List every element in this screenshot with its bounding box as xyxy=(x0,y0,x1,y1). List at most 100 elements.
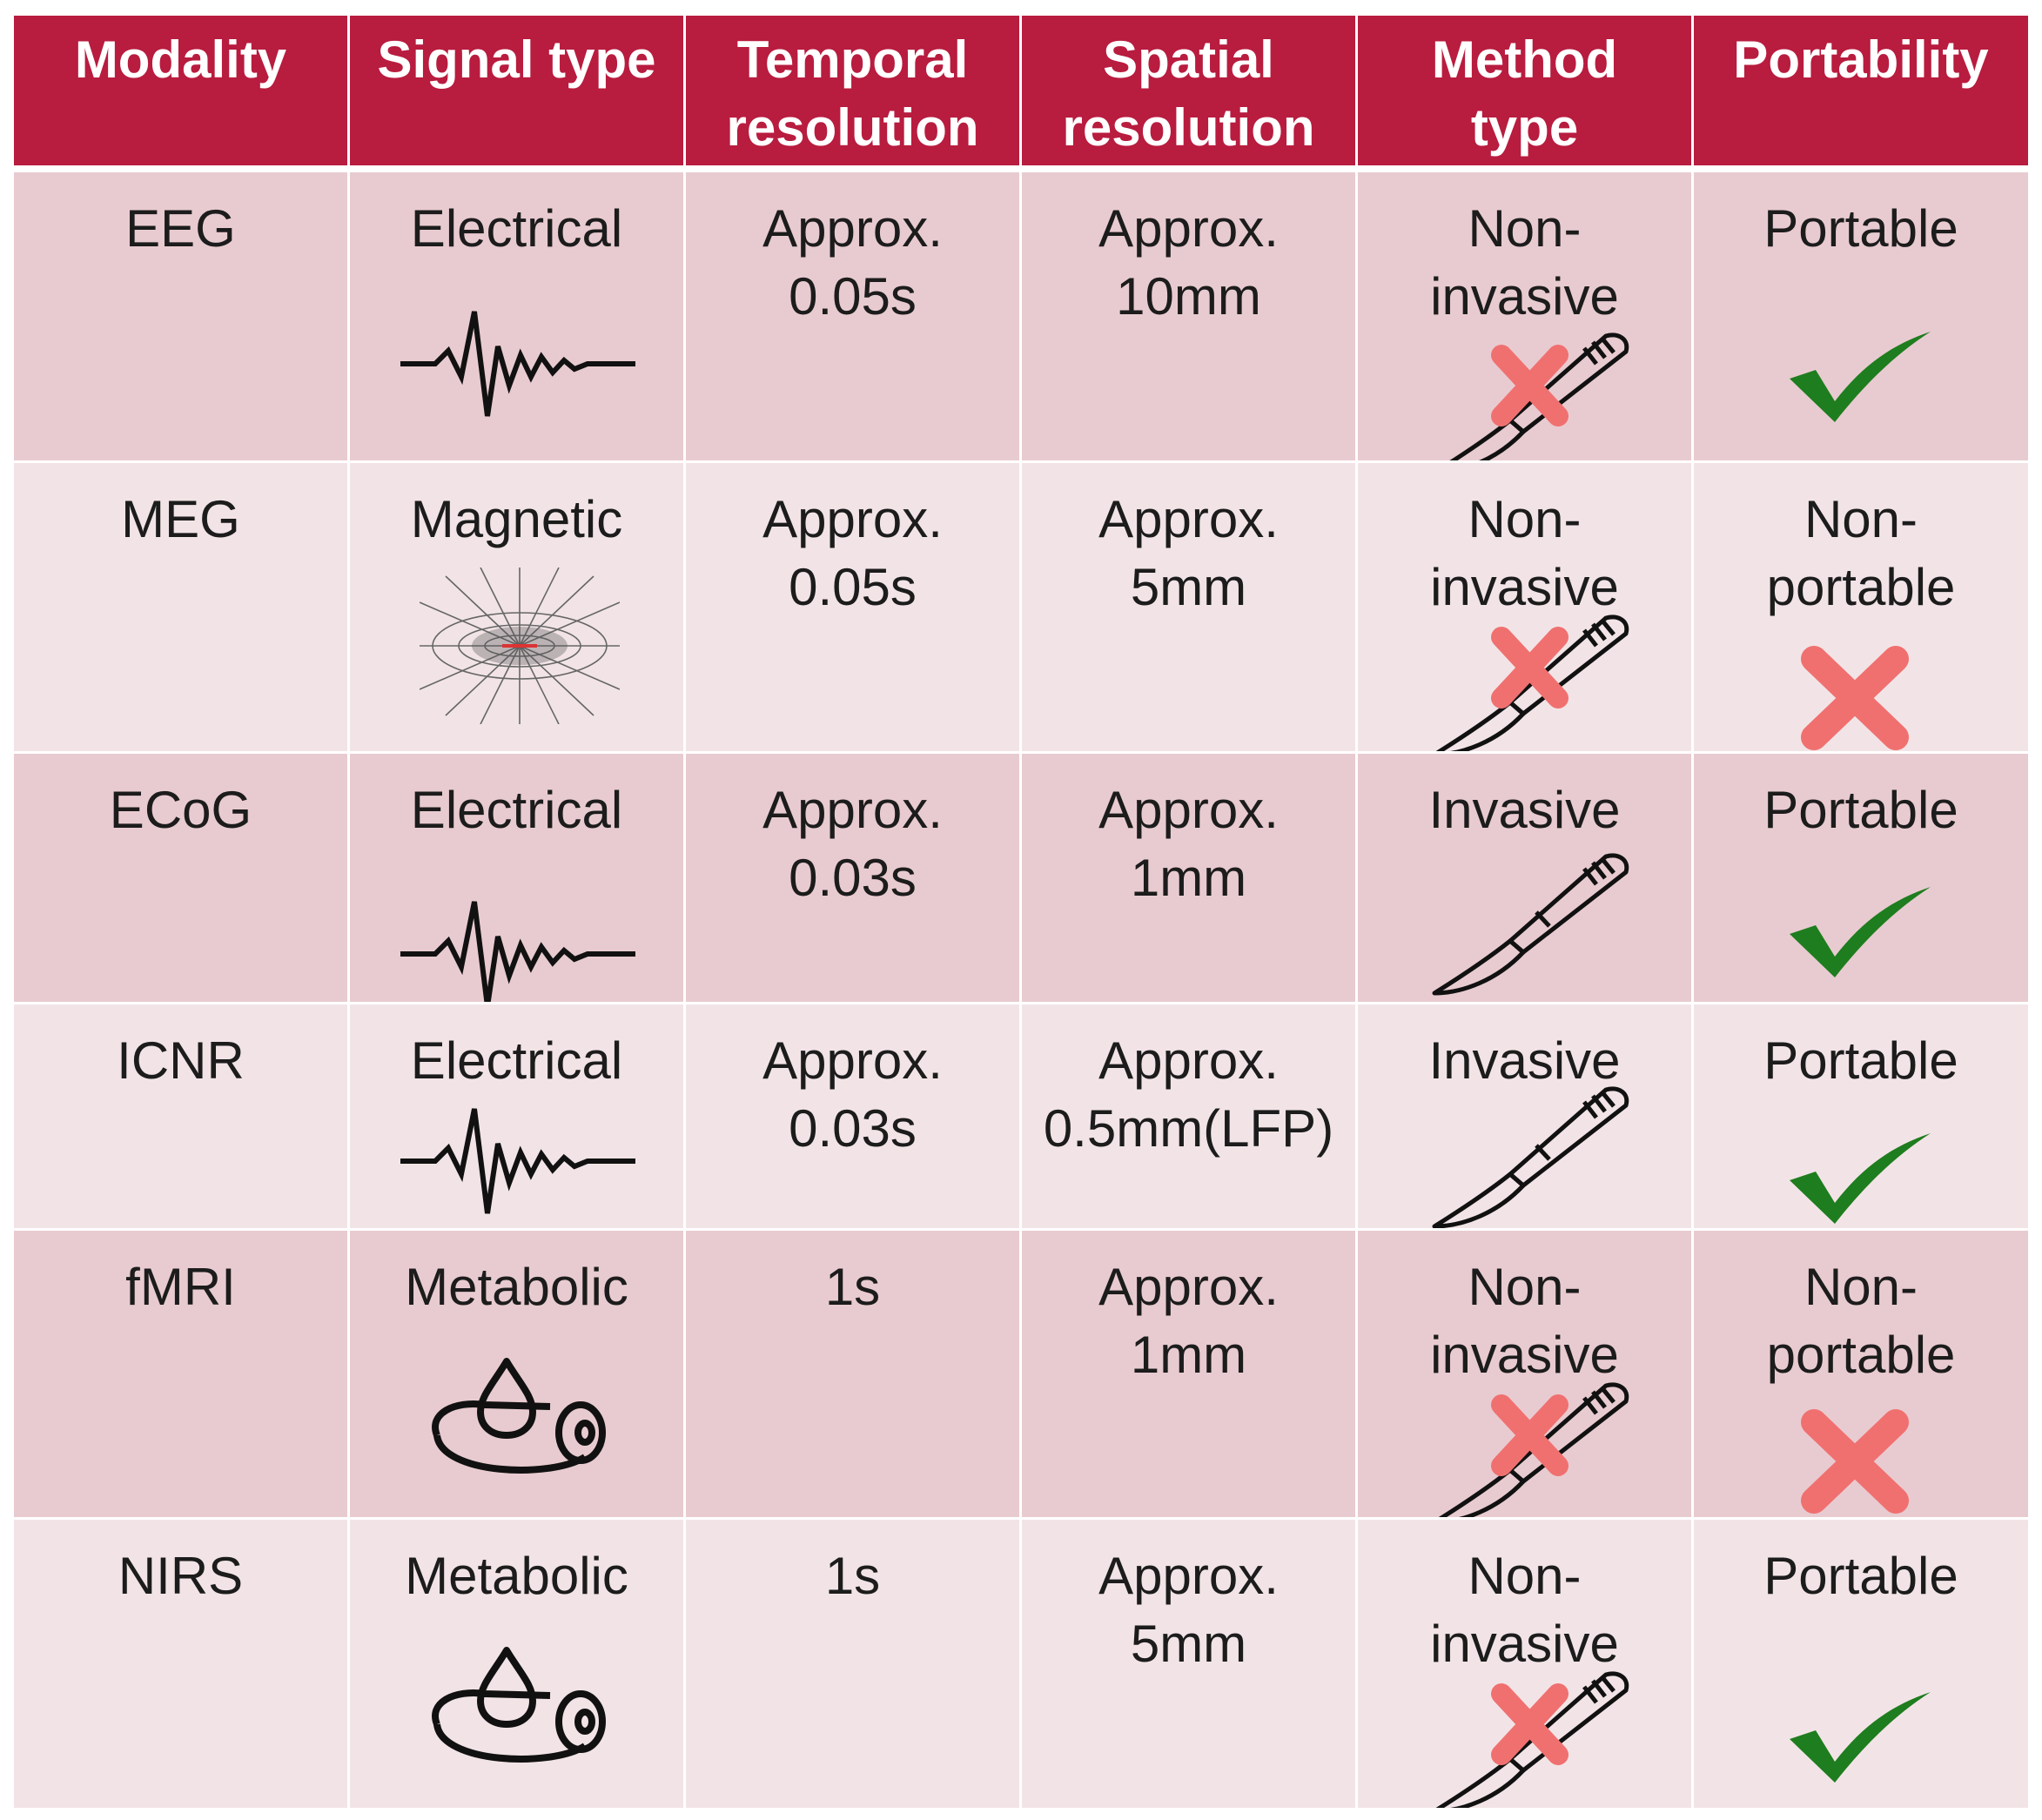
cell-method: Non- invasive xyxy=(1358,463,1694,754)
cell-signal: Metabolic xyxy=(350,1231,686,1520)
scalpel-crossed-icon xyxy=(1427,1379,1636,1517)
signal-text: Electrical xyxy=(410,1031,623,1090)
scalpel-icon xyxy=(1427,850,1636,997)
comparison-table: Modality Signal type Temporal resolution… xyxy=(14,16,2028,1810)
blood-vessel-drop-icon xyxy=(420,1353,611,1492)
method-text: Non- invasive xyxy=(1430,1258,1619,1384)
portability-text: Portable xyxy=(1763,1547,1958,1605)
checkmark-icon xyxy=(1781,325,1938,429)
magnetic-field-icon xyxy=(420,567,620,724)
temporal-text: Approx. 0.03s xyxy=(762,1031,943,1158)
header-method-type-label: Method type xyxy=(1431,30,1618,157)
cell-spatial: Approx. 10mm xyxy=(1022,172,1358,463)
portability-text: Non- portable xyxy=(1766,1258,1956,1384)
checkmark-icon xyxy=(1781,1685,1938,1790)
cell-portability: Portable xyxy=(1694,1520,2028,1810)
cell-spatial: Approx. 1mm xyxy=(1022,754,1358,1004)
header-portability: Portability xyxy=(1694,16,2028,172)
cell-spatial: Approx. 0.5mm(LFP) xyxy=(1022,1004,1358,1231)
cell-portability: Portable xyxy=(1694,1004,2028,1231)
signal-text: Electrical xyxy=(410,199,623,258)
modality-text: fMRI xyxy=(125,1258,236,1316)
temporal-text: Approx. 0.05s xyxy=(762,490,943,616)
cell-modality: MEG xyxy=(14,463,350,754)
temporal-text: Approx. 0.05s xyxy=(762,199,943,326)
waveform-icon xyxy=(400,1100,635,1222)
spatial-text: Approx. 5mm xyxy=(1098,1547,1279,1673)
cell-modality: fMRI xyxy=(14,1231,350,1520)
cell-signal: Electrical xyxy=(350,754,686,1004)
modality-text: ECoG xyxy=(109,781,252,839)
modality-text: ICNR xyxy=(117,1031,245,1090)
portability-text: Portable xyxy=(1763,781,1958,839)
blood-vessel-drop-icon xyxy=(420,1642,611,1781)
temporal-text: 1s xyxy=(824,1258,881,1316)
method-text: Non- invasive xyxy=(1430,199,1619,326)
signal-text: Metabolic xyxy=(405,1547,628,1605)
modality-text: EEG xyxy=(125,199,236,258)
method-text: Non- invasive xyxy=(1430,490,1619,616)
cell-signal: Electrical xyxy=(350,172,686,463)
modality-text: MEG xyxy=(121,490,240,548)
signal-text: Magnetic xyxy=(410,490,623,548)
cell-signal: Electrical xyxy=(350,1004,686,1231)
method-text: Invasive xyxy=(1428,781,1621,839)
cross-icon xyxy=(1790,641,1920,751)
cell-signal: Metabolic xyxy=(350,1520,686,1810)
method-text: Non- invasive xyxy=(1430,1547,1619,1673)
cell-signal: Magnetic xyxy=(350,463,686,754)
cell-temporal: Approx. 0.05s xyxy=(686,463,1022,754)
scalpel-icon xyxy=(1427,1083,1636,1228)
cell-portability: Non- portable xyxy=(1694,1231,2028,1520)
signal-text: Electrical xyxy=(410,781,623,839)
temporal-text: Approx. 0.03s xyxy=(762,781,943,907)
cell-spatial: Approx. 5mm xyxy=(1022,463,1358,754)
checkmark-icon xyxy=(1781,1126,1938,1228)
cell-temporal: Approx. 0.05s xyxy=(686,172,1022,463)
temporal-text: 1s xyxy=(824,1547,881,1605)
header-portability-label: Portability xyxy=(1733,30,1989,89)
checkmark-icon xyxy=(1781,880,1938,984)
portability-text: Non- portable xyxy=(1766,490,1956,616)
cell-temporal: Approx. 0.03s xyxy=(686,754,1022,1004)
scalpel-crossed-icon xyxy=(1427,611,1636,751)
cell-portability: Portable xyxy=(1694,754,2028,1004)
portability-text: Portable xyxy=(1763,199,1958,258)
header-method-type: Method type xyxy=(1358,16,1694,172)
waveform-icon xyxy=(400,303,635,425)
cell-modality: ECoG xyxy=(14,754,350,1004)
cell-modality: NIRS xyxy=(14,1520,350,1810)
cell-temporal: 1s xyxy=(686,1231,1022,1520)
header-modality-label: Modality xyxy=(74,30,287,89)
cell-method: Non- invasive xyxy=(1358,1231,1694,1520)
method-text: Invasive xyxy=(1428,1031,1621,1090)
cell-method: Invasive xyxy=(1358,754,1694,1004)
scalpel-crossed-icon xyxy=(1427,329,1636,460)
cell-modality: ICNR xyxy=(14,1004,350,1231)
cell-portability: Non- portable xyxy=(1694,463,2028,754)
header-temporal-resolution-label: Temporal resolution xyxy=(726,30,979,157)
header-spatial-resolution: Spatial resolution xyxy=(1022,16,1358,172)
header-spatial-resolution-label: Spatial resolution xyxy=(1062,30,1315,157)
cell-spatial: Approx. 1mm xyxy=(1022,1231,1358,1520)
spatial-text: Approx. 10mm xyxy=(1098,199,1279,326)
waveform-icon xyxy=(400,893,635,1002)
portability-text: Portable xyxy=(1763,1031,1958,1090)
cell-spatial: Approx. 5mm xyxy=(1022,1520,1358,1810)
header-modality: Modality xyxy=(14,16,350,172)
cell-method: Non- invasive xyxy=(1358,172,1694,463)
cell-temporal: 1s xyxy=(686,1520,1022,1810)
cell-temporal: Approx. 0.03s xyxy=(686,1004,1022,1231)
spatial-text: Approx. 1mm xyxy=(1098,781,1279,907)
modality-text: NIRS xyxy=(118,1547,244,1605)
header-signal-type-label: Signal type xyxy=(377,30,656,89)
cell-portability: Portable xyxy=(1694,172,2028,463)
cell-method: Non- invasive xyxy=(1358,1520,1694,1810)
cross-icon xyxy=(1790,1405,1920,1517)
cell-method: Invasive xyxy=(1358,1004,1694,1231)
header-signal-type: Signal type xyxy=(350,16,686,172)
spatial-text: Approx. 1mm xyxy=(1098,1258,1279,1384)
spatial-text: Approx. 5mm xyxy=(1098,490,1279,616)
scalpel-crossed-icon xyxy=(1427,1668,1636,1808)
signal-text: Metabolic xyxy=(405,1258,628,1316)
